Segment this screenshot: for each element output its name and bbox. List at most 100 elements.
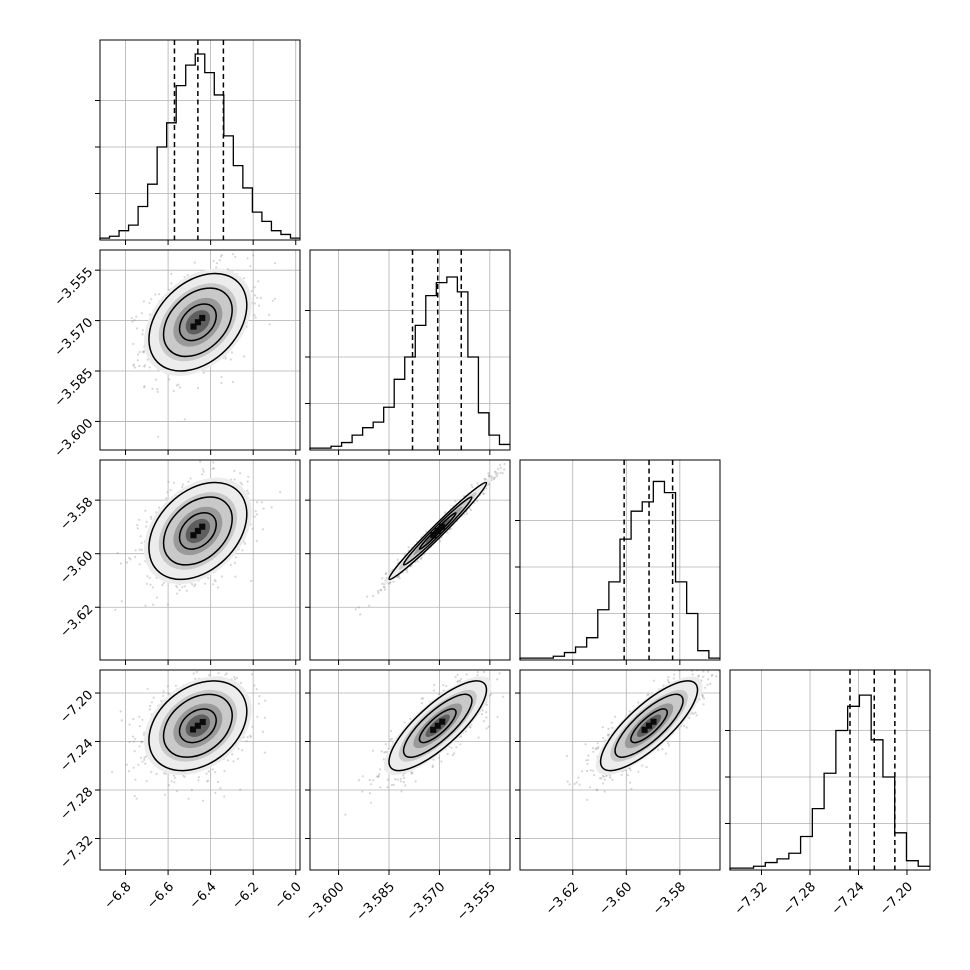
sample-point — [255, 501, 259, 504]
sample-point — [140, 548, 143, 551]
sample-point — [471, 486, 474, 489]
sample-point — [138, 350, 141, 354]
sample-point — [235, 676, 238, 680]
sample-point — [603, 790, 606, 793]
sample-point — [254, 294, 257, 297]
sample-point — [476, 482, 479, 485]
sample-point — [134, 549, 137, 552]
sample-point — [385, 572, 388, 575]
sample-point — [419, 558, 422, 561]
sample-point — [145, 525, 148, 528]
sample-point — [231, 753, 234, 756]
sample-point — [410, 772, 413, 775]
sample-point — [410, 771, 413, 774]
sample-point — [164, 772, 167, 775]
sample-point — [396, 778, 399, 781]
sample-point — [162, 690, 165, 693]
sample-point — [249, 734, 252, 737]
sample-point — [259, 296, 262, 299]
sample-point — [263, 716, 266, 719]
sample-point — [227, 759, 230, 762]
sample-point — [172, 481, 176, 484]
sample-point — [179, 386, 182, 389]
sample-point — [477, 736, 480, 739]
density-peak — [194, 319, 201, 326]
sample-point — [212, 461, 215, 464]
sample-point — [706, 683, 709, 686]
sample-point — [143, 758, 146, 761]
sample-point — [176, 586, 179, 589]
sample-point — [400, 780, 403, 783]
sample-point — [607, 733, 610, 736]
sample-point — [465, 512, 469, 515]
sample-point — [378, 773, 381, 776]
sample-point — [515, 662, 517, 664]
density-peak — [439, 718, 446, 725]
sample-point — [213, 579, 216, 582]
sample-point — [223, 770, 226, 773]
sample-point — [206, 656, 208, 658]
sample-point — [568, 783, 571, 786]
sample-point — [463, 513, 466, 516]
sample-point — [175, 790, 178, 793]
sample-point — [234, 575, 237, 578]
sample-point — [485, 727, 488, 730]
sample-point — [673, 673, 676, 676]
sample-point — [596, 789, 599, 792]
contour-line-2 — [162, 693, 233, 758]
sample-point — [155, 596, 158, 599]
sample-point — [173, 781, 176, 784]
sample-point — [143, 731, 146, 734]
sample-point — [273, 297, 276, 300]
sample-point — [403, 721, 406, 724]
sample-point — [487, 725, 490, 728]
sample-point — [199, 460, 202, 463]
sample-point — [438, 540, 442, 543]
sample-point — [218, 259, 221, 262]
sample-point — [405, 569, 408, 572]
sample-point — [456, 673, 459, 676]
sample-point — [256, 715, 259, 718]
sample-point — [201, 666, 203, 668]
sample-point — [177, 383, 180, 386]
sample-point — [382, 585, 385, 589]
sample-point — [258, 695, 261, 698]
sample-point — [389, 729, 393, 733]
sample-point — [240, 483, 243, 486]
sample-point — [197, 779, 200, 782]
sample-point — [379, 768, 382, 771]
sample-point — [262, 507, 265, 510]
sample-point — [142, 300, 145, 303]
sample-point — [494, 471, 498, 474]
sample-point — [181, 483, 184, 486]
sample-point — [197, 776, 200, 779]
sample-point — [482, 720, 485, 723]
sample-point — [142, 351, 145, 354]
sample-point — [155, 772, 158, 776]
sample-point — [396, 558, 399, 561]
sample-point — [645, 766, 648, 769]
sample-point — [212, 260, 215, 263]
sample-point — [193, 585, 196, 588]
sample-point — [251, 527, 254, 530]
sample-point — [255, 688, 258, 691]
sample-point — [146, 687, 149, 690]
scatter-panel-2-1 — [95, 249, 301, 455]
sample-point — [483, 477, 486, 480]
sample-point — [499, 471, 502, 474]
sample-point — [194, 677, 197, 681]
sample-point — [214, 791, 217, 794]
sample-point — [476, 671, 479, 674]
histogram-step — [99, 53, 300, 240]
sample-point — [167, 692, 170, 695]
sample-point — [152, 603, 155, 606]
sample-point — [637, 770, 640, 773]
sample-point — [387, 582, 390, 585]
sample-point — [249, 265, 252, 268]
sample-point — [377, 591, 380, 595]
sample-point — [191, 664, 193, 666]
sample-point — [695, 714, 698, 717]
sample-point — [271, 299, 274, 302]
sample-point — [239, 472, 242, 475]
sample-point — [161, 583, 164, 587]
